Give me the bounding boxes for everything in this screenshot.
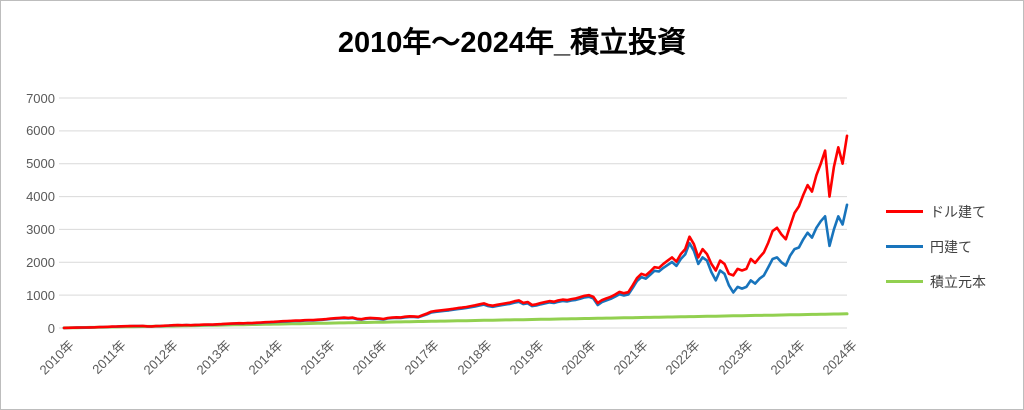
y-axis-label: 6000 <box>26 123 55 139</box>
y-axis-label: 2000 <box>26 254 55 270</box>
legend-item-dollar: ドル建て <box>886 194 986 229</box>
y-axis-label: 5000 <box>26 156 55 172</box>
y-axis-label: 0 <box>47 320 55 336</box>
legend-label-yen: 円建て <box>930 238 972 255</box>
legend-swatch-yen-line <box>886 245 923 248</box>
legend: ドル建て 円建て 積立元本 <box>886 194 986 299</box>
y-axis-label: 7000 <box>26 90 55 106</box>
series-lines <box>62 134 849 330</box>
legend-swatch-principal-line <box>886 280 923 283</box>
legend-label-principal: 積立元本 <box>930 273 986 290</box>
legend-item-yen: 円建て <box>886 229 986 264</box>
chart-title: 2010年～2024年_積立投資 <box>337 27 687 59</box>
gridlines <box>59 97 847 329</box>
legend-label-dollar: ドル建て <box>930 203 986 220</box>
legend-swatch-dollar-line <box>886 210 923 213</box>
series-line-ドル建て <box>62 134 849 330</box>
y-axis-label: 3000 <box>26 221 55 237</box>
legend-item-principal: 積立元本 <box>886 264 986 299</box>
y-axis-label: 1000 <box>26 287 55 303</box>
y-axis-label: 4000 <box>26 189 55 205</box>
